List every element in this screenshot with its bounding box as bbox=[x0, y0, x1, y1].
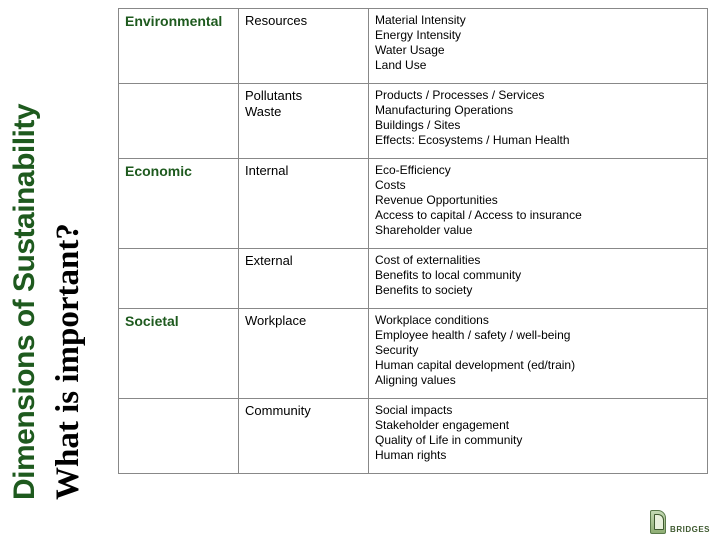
cell-dimension bbox=[119, 84, 239, 159]
table-row: Environmental Resources Material Intensi… bbox=[119, 9, 708, 84]
table-body: Environmental Resources Material Intensi… bbox=[119, 9, 708, 474]
cell-items: Social impacts Stakeholder engagement Qu… bbox=[369, 399, 708, 474]
table-row: Community Social impacts Stakeholder eng… bbox=[119, 399, 708, 474]
item: Human rights bbox=[375, 448, 701, 463]
item: Products / Processes / Services bbox=[375, 88, 701, 103]
item: Social impacts bbox=[375, 403, 701, 418]
item: Employee health / safety / well-being bbox=[375, 328, 701, 343]
cell-dimension bbox=[119, 399, 239, 474]
cell-items: Material Intensity Energy Intensity Wate… bbox=[369, 9, 708, 84]
item: Access to capital / Access to insurance bbox=[375, 208, 701, 223]
item: Workplace conditions bbox=[375, 313, 701, 328]
cell-items: Cost of externalities Benefits to local … bbox=[369, 249, 708, 309]
sidebar-titles: Dimensions of Sustainability What is imp… bbox=[0, 0, 110, 540]
sustainability-table: Environmental Resources Material Intensi… bbox=[118, 8, 708, 474]
category-line: Pollutants bbox=[245, 88, 362, 104]
item: Stakeholder engagement bbox=[375, 418, 701, 433]
item: Material Intensity bbox=[375, 13, 701, 28]
item: Benefits to local community bbox=[375, 268, 701, 283]
item: Manufacturing Operations bbox=[375, 103, 701, 118]
cell-category: Resources bbox=[239, 9, 369, 84]
cell-items: Eco-Efficiency Costs Revenue Opportuniti… bbox=[369, 159, 708, 249]
table-row: Societal Workplace Workplace conditions … bbox=[119, 309, 708, 399]
item: Shareholder value bbox=[375, 223, 701, 238]
item: Aligning values bbox=[375, 373, 701, 388]
table-row: Pollutants Waste Products / Processes / … bbox=[119, 84, 708, 159]
item: Benefits to society bbox=[375, 283, 701, 298]
bridges-logo: BRIDGES bbox=[650, 510, 710, 534]
item: Effects: Ecosystems / Human Health bbox=[375, 133, 701, 148]
cell-dimension: Economic bbox=[119, 159, 239, 249]
cell-category: Internal bbox=[239, 159, 369, 249]
item: Energy Intensity bbox=[375, 28, 701, 43]
bridges-logo-text: BRIDGES bbox=[670, 525, 710, 534]
cell-category: External bbox=[239, 249, 369, 309]
item: Eco-Efficiency bbox=[375, 163, 701, 178]
title-main: Dimensions of Sustainability bbox=[8, 104, 42, 500]
table-row: Economic Internal Eco-Efficiency Costs R… bbox=[119, 159, 708, 249]
item: Quality of Life in community bbox=[375, 433, 701, 448]
bridges-logo-icon bbox=[650, 510, 666, 534]
cell-category: Pollutants Waste bbox=[239, 84, 369, 159]
item: Water Usage bbox=[375, 43, 701, 58]
item: Human capital development (ed/train) bbox=[375, 358, 701, 373]
sustainability-table-wrap: Environmental Resources Material Intensi… bbox=[118, 8, 708, 474]
cell-dimension bbox=[119, 249, 239, 309]
item: Revenue Opportunities bbox=[375, 193, 701, 208]
table-row: External Cost of externalities Benefits … bbox=[119, 249, 708, 309]
cell-category: Community bbox=[239, 399, 369, 474]
title-sub: What is important? bbox=[50, 223, 87, 500]
item: Cost of externalities bbox=[375, 253, 701, 268]
cell-dimension: Environmental bbox=[119, 9, 239, 84]
item: Land Use bbox=[375, 58, 701, 73]
cell-category: Workplace bbox=[239, 309, 369, 399]
item: Buildings / Sites bbox=[375, 118, 701, 133]
item: Costs bbox=[375, 178, 701, 193]
cell-items: Products / Processes / Services Manufact… bbox=[369, 84, 708, 159]
cell-items: Workplace conditions Employee health / s… bbox=[369, 309, 708, 399]
category-line: Waste bbox=[245, 104, 362, 120]
cell-dimension: Societal bbox=[119, 309, 239, 399]
item: Security bbox=[375, 343, 701, 358]
